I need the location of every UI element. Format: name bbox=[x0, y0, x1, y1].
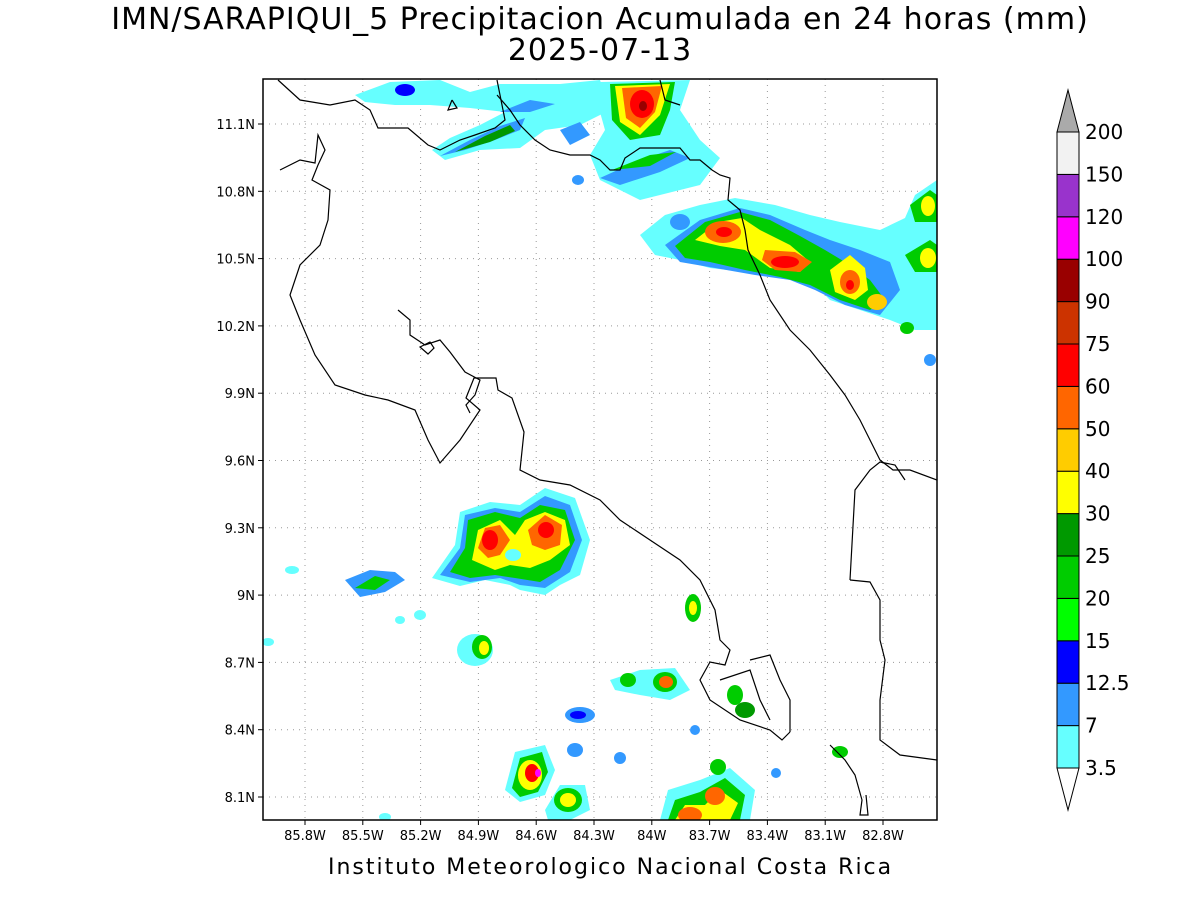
colorbar-box bbox=[1056, 470, 1080, 515]
colorbar-box bbox=[1056, 216, 1080, 260]
map-frame bbox=[262, 78, 938, 821]
lon-tick-label: 85.8W bbox=[284, 829, 326, 844]
colorbar-label: 120 bbox=[1085, 205, 1123, 229]
lon-tick-label: 84W bbox=[637, 829, 667, 844]
rain-cell-north-east bbox=[640, 180, 937, 366]
lat-tick-label: 8.4N bbox=[225, 724, 255, 739]
colorbar-label: 150 bbox=[1085, 162, 1123, 186]
lon-tick-label: 83.4W bbox=[746, 829, 788, 844]
lat-tick-label: 11.1N bbox=[216, 118, 255, 133]
colorbar-box bbox=[1056, 385, 1080, 430]
coastline bbox=[277, 79, 937, 816]
lat-tick-label: 10.5N bbox=[216, 253, 255, 268]
lat-tick-label: 10.8N bbox=[216, 185, 255, 200]
lat-tick-label: 8.7N bbox=[225, 656, 255, 671]
colorbar-box bbox=[1056, 343, 1080, 387]
colorbar-box bbox=[1056, 682, 1080, 727]
colorbar-label: 90 bbox=[1085, 290, 1110, 314]
colorbar: 3.5 7 12.5 15 20 25 30 40 50 60 75 90 100 120 150 200 bbox=[1056, 88, 1130, 812]
rain-cell-south bbox=[379, 668, 848, 820]
rain-cell-north-center bbox=[560, 80, 720, 200]
colorbar-box bbox=[1056, 428, 1080, 472]
colorbar-label: 20 bbox=[1085, 586, 1110, 610]
lat-tick-label: 8.1N bbox=[225, 791, 255, 806]
colorbar-box bbox=[1056, 131, 1080, 175]
rain-cell-central bbox=[263, 488, 701, 666]
lon-tick-label: 84.6W bbox=[515, 829, 557, 844]
colorbar-label: 30 bbox=[1085, 502, 1110, 526]
chart-title: IMN/SARAPIQUI_5 Precipitacion Acumulada … bbox=[111, 2, 1089, 37]
lon-tick-label: 84.3W bbox=[573, 829, 615, 844]
colorbar-box bbox=[1056, 301, 1080, 345]
colorbar-label: 40 bbox=[1085, 459, 1110, 483]
lat-tick-label: 10.2N bbox=[216, 320, 255, 335]
lon-tick-label: 83.7W bbox=[689, 829, 731, 844]
colorbar-box bbox=[1056, 555, 1080, 599]
colorbar-label: 75 bbox=[1085, 332, 1110, 356]
colorbar-over-triangle bbox=[1056, 88, 1080, 133]
rain-cell-north-west bbox=[355, 80, 610, 160]
colorbar-label: 60 bbox=[1085, 374, 1110, 398]
colorbar-box bbox=[1056, 725, 1080, 769]
colorbar-box bbox=[1056, 597, 1080, 642]
colorbar-label: 50 bbox=[1085, 417, 1110, 441]
precipitation-field bbox=[263, 80, 937, 820]
colorbar-under-triangle bbox=[1056, 767, 1080, 812]
colorbar-label: 12.5 bbox=[1085, 671, 1130, 695]
colorbar-box bbox=[1056, 173, 1080, 218]
lon-tick-label: 82.8W bbox=[862, 829, 904, 844]
lat-tick-label: 9.6N bbox=[225, 455, 255, 470]
lat-tick-label: 9N bbox=[237, 589, 255, 604]
lat-tick-label: 9.3N bbox=[225, 522, 255, 537]
colorbar-label: 25 bbox=[1085, 544, 1110, 568]
credit-footer: Instituto Meteorologico Nacional Costa R… bbox=[328, 855, 894, 880]
colorbar-box bbox=[1056, 640, 1080, 684]
lat-tick-label: 9.9N bbox=[225, 387, 255, 402]
colorbar-box bbox=[1056, 258, 1080, 303]
colorbar-label: 15 bbox=[1085, 629, 1110, 653]
axis-ticks: 11.1N 10.8N 10.5N 10.2N 9.9N 9.6N 9.3N 9N 8.7N 8.… bbox=[216, 118, 904, 844]
chart-date: 2025-07-13 bbox=[507, 33, 693, 68]
lon-tick-label: 84.9W bbox=[457, 829, 499, 844]
map-grid bbox=[263, 79, 937, 820]
colorbar-box bbox=[1056, 513, 1080, 557]
colorbar-label: 100 bbox=[1085, 247, 1123, 271]
colorbar-label: 3.5 bbox=[1085, 756, 1117, 780]
lon-tick-label: 85.5W bbox=[342, 829, 384, 844]
lon-tick-label: 85.2W bbox=[400, 829, 442, 844]
colorbar-label: 7 bbox=[1085, 714, 1098, 738]
colorbar-label: 200 bbox=[1085, 120, 1123, 144]
lon-tick-label: 83.1W bbox=[804, 829, 846, 844]
